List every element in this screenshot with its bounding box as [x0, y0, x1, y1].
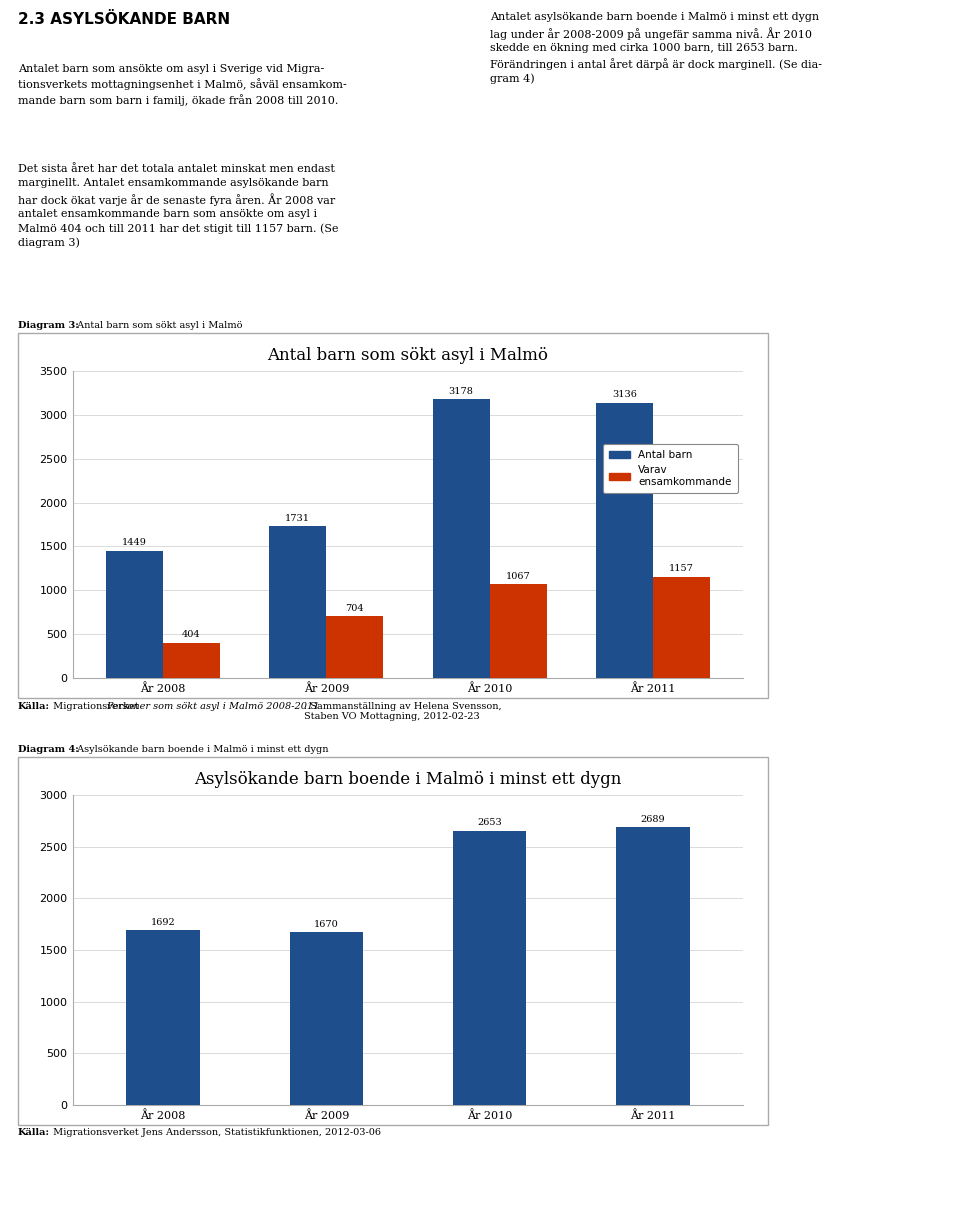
- Title: Asylsökande barn boende i Malmö i minst ett dygn: Asylsökande barn boende i Malmö i minst …: [194, 771, 622, 788]
- Bar: [106, 551, 163, 678]
- Text: 1670: 1670: [314, 919, 339, 929]
- Text: 2653: 2653: [477, 818, 502, 827]
- Title: Antal barn som sökt asyl i Malmö: Antal barn som sökt asyl i Malmö: [268, 346, 548, 364]
- Text: 1692: 1692: [151, 918, 176, 927]
- Bar: [163, 643, 220, 678]
- Bar: [653, 577, 710, 678]
- Text: 1067: 1067: [506, 572, 531, 581]
- Text: Antal barn som sökt asyl i Malmö: Antal barn som sökt asyl i Malmö: [74, 321, 243, 329]
- Text: 1731: 1731: [285, 514, 310, 523]
- Legend: Antal barn, Varav
ensamkommande: Antal barn, Varav ensamkommande: [603, 444, 738, 493]
- Text: 3136: 3136: [612, 390, 637, 399]
- Bar: [490, 584, 547, 678]
- Bar: [126, 930, 200, 1105]
- Text: 12: 12: [17, 1197, 38, 1212]
- Text: 1449: 1449: [122, 539, 147, 547]
- Text: Personer som sökt asyl i Malmö 2008-2011: Personer som sökt asyl i Malmö 2008-2011: [106, 703, 320, 711]
- Text: Migrationsverket Jens Andersson, Statistikfunktionen, 2012-03-06: Migrationsverket Jens Andersson, Statist…: [50, 1129, 380, 1137]
- Text: Asylsökande barn boende i Malmö i minst ett dygn: Asylsökande barn boende i Malmö i minst …: [74, 744, 328, 754]
- Text: Antalet asylsökande barn boende i Malmö i minst ett dygn
lag under år 2008-2009 : Antalet asylsökande barn boende i Malmö …: [490, 12, 822, 84]
- Text: Migrationsverket: Migrationsverket: [50, 703, 141, 711]
- Text: 704: 704: [346, 603, 364, 613]
- Text: 3178: 3178: [448, 387, 473, 395]
- Bar: [596, 403, 653, 678]
- Text: Antalet barn som ansökte om asyl i Sverige vid Migra-
tionsverkets mottagningsen: Antalet barn som ansökte om asyl i Sveri…: [18, 64, 347, 106]
- Text: . Sammanställning av Helena Svensson,
Staben VO Mottagning, 2012-02-23: . Sammanställning av Helena Svensson, St…: [304, 703, 502, 721]
- Text: 404: 404: [182, 630, 201, 639]
- Text: Diagram 4:: Diagram 4:: [18, 744, 79, 754]
- Bar: [453, 831, 526, 1105]
- Bar: [326, 616, 383, 678]
- Text: Källa:: Källa:: [18, 703, 50, 711]
- Text: 1157: 1157: [669, 564, 694, 573]
- Bar: [290, 933, 363, 1105]
- Text: 2689: 2689: [641, 814, 665, 824]
- Text: Det sista året har det totala antalet minskat men endast
marginellt. Antalet ens: Det sista året har det totala antalet mi…: [18, 164, 339, 248]
- Bar: [269, 526, 326, 678]
- Text: Källa:: Källa:: [18, 1129, 50, 1137]
- Text: 2.3 ASYLSÖKANDE BARN: 2.3 ASYLSÖKANDE BARN: [18, 12, 230, 27]
- Bar: [433, 399, 490, 678]
- Bar: [616, 827, 690, 1105]
- Text: Diagram 3:: Diagram 3:: [18, 321, 79, 329]
